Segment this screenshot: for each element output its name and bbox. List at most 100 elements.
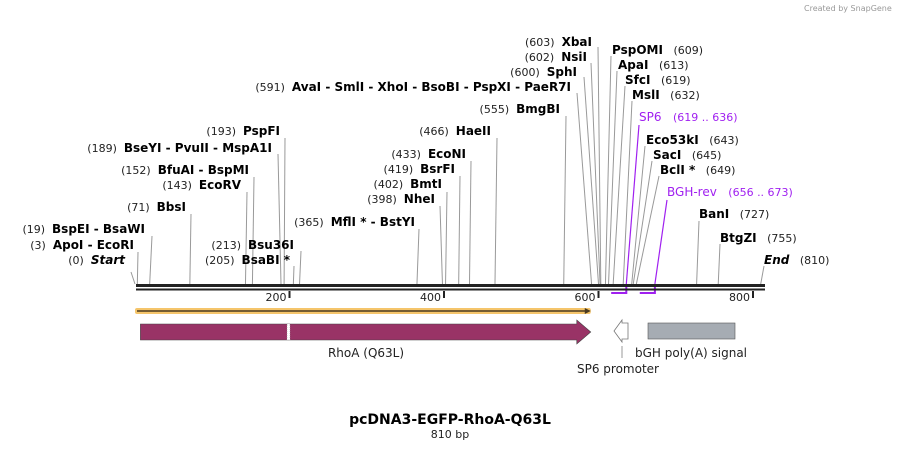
- site-mfli[interactable]: (365) MflI * - BstYI: [294, 215, 420, 285]
- site-label[interactable]: SacI (645): [653, 148, 721, 162]
- site-label[interactable]: (398) NheI: [367, 192, 435, 206]
- site-label[interactable]: (205) BsaBI *: [205, 253, 291, 267]
- site-bsu36i[interactable]: (213) Bsu36I: [211, 238, 302, 285]
- site-label[interactable]: (402) BmtI: [374, 177, 442, 191]
- site-label[interactable]: (419) BsrFI: [384, 162, 455, 176]
- feature-arrow[interactable]: [613, 318, 629, 344]
- site-start[interactable]: (0) Start: [68, 253, 136, 285]
- site-label[interactable]: MslI (632): [632, 88, 700, 102]
- site-position: (609): [673, 44, 703, 57]
- ruler-tick-label: 600: [575, 291, 596, 304]
- site-bmgbi[interactable]: (555) BmgBI: [480, 102, 567, 285]
- ruler-tick: [752, 291, 754, 298]
- site-bfuai[interactable]: (152) BfuAI - BspMI: [121, 163, 255, 285]
- site-ecorv[interactable]: (143) EcoRV: [162, 178, 248, 285]
- primer-sp6[interactable]: SP6 (619 .. 636): [611, 110, 738, 294]
- site-label[interactable]: (152) BfuAI - BspMI: [121, 163, 249, 177]
- site-position: (602): [525, 51, 555, 64]
- site-pspfi[interactable]: (193) PspFI: [206, 124, 286, 285]
- site-line: [299, 250, 302, 285]
- site-saci[interactable]: SacI (645): [632, 148, 721, 285]
- site-line: [604, 55, 612, 285]
- primer-label[interactable]: BGH-rev (656 .. 673): [667, 185, 793, 199]
- site-label[interactable]: (591) AvaI - SmlI - XhoI - BsoBI - PspXI…: [255, 80, 571, 94]
- site-avai[interactable]: (591) AvaI - SmlI - XhoI - BsoBI - PspXI…: [255, 80, 593, 285]
- feature-rhoa[interactable]: RhoA (Q63L): [140, 319, 592, 360]
- site-label[interactable]: (143) EcoRV: [162, 178, 241, 192]
- site-position: (19): [22, 223, 45, 236]
- site-label[interactable]: End (810): [764, 253, 829, 267]
- feature-bgh-polya[interactable]: bGH poly(A) signal: [635, 322, 747, 360]
- site-nsii[interactable]: (602) NsiI: [525, 50, 601, 285]
- site-bseyi[interactable]: (189) BseYI - PvuII - MspA1I: [87, 141, 282, 285]
- site-line: [468, 160, 472, 285]
- site-sfci[interactable]: SfcI (619): [612, 73, 691, 285]
- primer-bgh-rev[interactable]: BGH-rev (656 .. 673): [639, 185, 793, 294]
- site-bsabi[interactable]: (205) BsaBI *: [205, 253, 295, 285]
- site-eco53ki[interactable]: Eco53kI (643): [631, 133, 739, 285]
- feature-arrow[interactable]: [140, 319, 592, 345]
- site-line: [292, 265, 295, 285]
- site-nhei[interactable]: (398) NheI: [367, 192, 443, 285]
- feature-sp6-promoter[interactable]: SP6 promoter: [577, 318, 659, 376]
- site-end[interactable]: End (810): [760, 253, 830, 285]
- site-label[interactable]: (603) XbaI: [525, 35, 592, 49]
- site-label[interactable]: (600) SphI: [510, 65, 577, 79]
- site-name: NheI: [404, 192, 435, 206]
- site-label[interactable]: PspOMI (609): [612, 43, 703, 57]
- site-position: (71): [127, 201, 150, 214]
- site-label[interactable]: Eco53kI (643): [646, 133, 739, 147]
- site-sphi[interactable]: (600) SphI: [510, 65, 599, 285]
- feature-box[interactable]: [647, 322, 736, 340]
- site-apoi[interactable]: (3) ApoI - EcoRI: [30, 238, 139, 285]
- site-name: Start: [91, 253, 126, 267]
- site-name: BspEI - BsaWI: [52, 222, 145, 236]
- primer-line: [654, 199, 668, 285]
- site-label[interactable]: (189) BseYI - PvuII - MspA1I: [87, 141, 272, 155]
- site-name: Bsu36I: [248, 238, 294, 252]
- site-xbai[interactable]: (603) XbaI: [525, 35, 602, 285]
- site-line: [583, 76, 599, 285]
- site-name: BtgZI: [720, 231, 757, 245]
- site-label[interactable]: (71) BbsI: [127, 200, 186, 214]
- site-bsrfi[interactable]: (419) BsrFI: [384, 162, 461, 285]
- feature-label: SP6 promoter: [577, 362, 659, 376]
- site-label[interactable]: (555) BmgBI: [480, 102, 560, 116]
- site-label[interactable]: (602) NsiI: [525, 50, 587, 64]
- primer-label[interactable]: SP6 (619 .. 636): [639, 110, 738, 124]
- site-label[interactable]: (0) Start: [68, 253, 126, 267]
- site-label[interactable]: (193) PspFI: [206, 124, 280, 138]
- site-bbsi[interactable]: (71) BbsI: [127, 200, 192, 285]
- site-bcli[interactable]: BclI * (649): [635, 163, 735, 285]
- site-haeii[interactable]: (466) HaeII: [419, 124, 498, 285]
- site-name: MflI * - BstYI: [331, 215, 415, 229]
- site-position: (419): [384, 163, 414, 176]
- site-econi[interactable]: (433) EcoNI: [391, 147, 472, 285]
- site-bani[interactable]: BanI (727): [696, 207, 770, 285]
- site-apai[interactable]: ApaI (613): [608, 58, 689, 285]
- site-name: AvaI - SmlI - XhoI - BsoBI - PspXI - Pae…: [292, 80, 571, 94]
- site-btgzi[interactable]: BtgZI (755): [717, 231, 797, 285]
- site-label[interactable]: (213) Bsu36I: [211, 238, 294, 252]
- site-label[interactable]: SfcI (619): [625, 73, 691, 87]
- site-label[interactable]: ApaI (613): [618, 58, 689, 72]
- site-label[interactable]: BclI * (649): [660, 163, 735, 177]
- site-bmti[interactable]: (402) BmtI: [374, 177, 448, 285]
- site-label[interactable]: BanI (727): [699, 207, 769, 221]
- site-label[interactable]: (466) HaeII: [419, 124, 491, 138]
- site-label[interactable]: (19) BspEI - BsaWI: [22, 222, 145, 236]
- site-name: SphI: [547, 65, 577, 79]
- site-pspomi[interactable]: PspOMI (609): [604, 43, 703, 285]
- site-msli[interactable]: MslI (632): [622, 88, 700, 285]
- site-line: [130, 271, 136, 285]
- site-label[interactable]: BtgZI (755): [720, 231, 797, 245]
- site-label[interactable]: (365) MflI * - BstYI: [294, 215, 415, 229]
- site-label[interactable]: (433) EcoNI: [391, 147, 466, 161]
- site-bspei[interactable]: (19) BspEI - BsaWI: [22, 222, 153, 285]
- site-line: [149, 235, 153, 285]
- site-label[interactable]: (3) ApoI - EcoRI: [30, 238, 134, 252]
- ruler-tick-label: 200: [266, 291, 287, 304]
- site-position: (365): [294, 216, 324, 229]
- site-line: [760, 265, 765, 285]
